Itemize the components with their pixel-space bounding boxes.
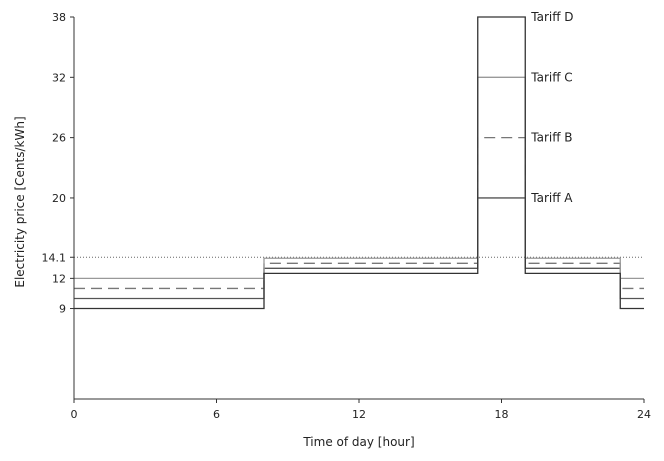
series-line-tariff-c [74, 76, 644, 280]
y-axis-title: Electricity price [Cents/kWh] [13, 116, 27, 287]
tariff-label-tariff-b: Tariff B [530, 131, 572, 145]
y-tick-label: 12 [52, 272, 66, 285]
x-tick-label: 18 [495, 408, 509, 421]
y-tick-label: 9 [59, 303, 66, 316]
x-axis-title: Time of day [hour] [302, 435, 414, 449]
series-line-tariff-b [74, 136, 644, 290]
y-tick-label: 20 [52, 192, 66, 205]
y-tick-label: 26 [52, 132, 66, 145]
axes-layer: 9 12 14.1 20 26 32 38 0 6 12 18 24 [42, 11, 652, 421]
y-tick-label: 38 [52, 11, 66, 24]
tariff-label-tariff-d: Tariff D [530, 10, 573, 24]
x-tick-label: 12 [352, 408, 366, 421]
tariff-label-tariff-a: Tariff A [530, 191, 573, 205]
y-tick-label: 14.1 [42, 251, 67, 264]
series-layer [74, 16, 644, 310]
tariff-label-tariff-c: Tariff C [530, 70, 572, 84]
series-line-tariff-a [74, 197, 644, 300]
tariff-labels-layer: Tariff A Tariff B Tariff C Tariff D [530, 10, 573, 205]
x-tick-label: 0 [71, 408, 78, 421]
x-tick-label: 24 [637, 408, 651, 421]
y-tick-label: 32 [52, 71, 66, 84]
series-line-tariff-d [74, 16, 644, 310]
x-tick-label: 6 [213, 408, 220, 421]
